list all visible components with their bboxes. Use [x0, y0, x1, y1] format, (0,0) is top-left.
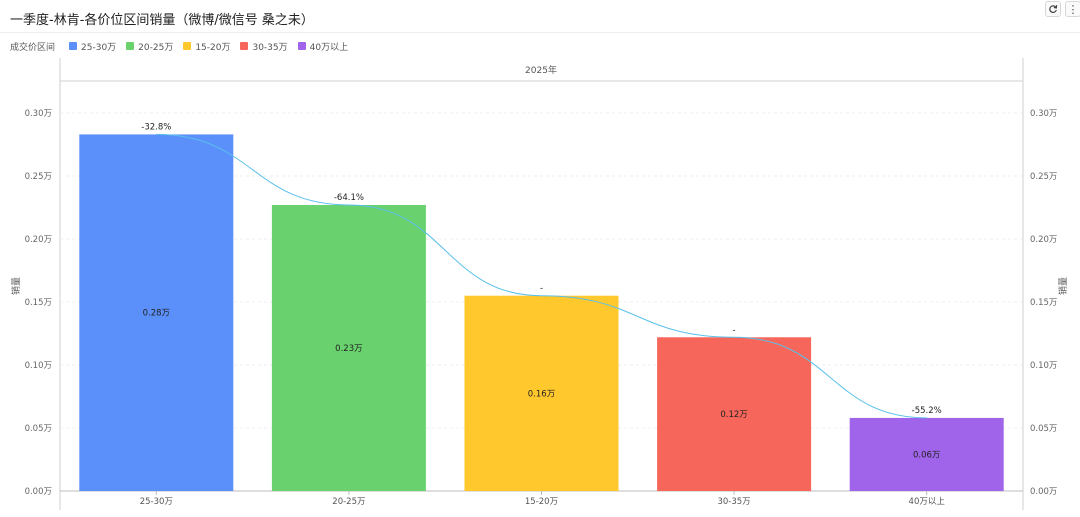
y-tick-label-left: 0.20万	[25, 235, 52, 245]
y-tick-label-right: 0.20万	[1030, 235, 1057, 245]
legend-item-15-20[interactable]: 15-20万	[183, 40, 230, 53]
x-axis: 25-30万 20-25万 15-20万 30-35万 40万以上	[140, 491, 946, 507]
legend-label: 25-30万	[81, 42, 117, 53]
legend-swatch	[69, 42, 78, 50]
legend-swatch	[183, 42, 192, 50]
y-tick-label-right: 0.05万	[1030, 424, 1057, 434]
bar	[271, 204, 426, 492]
bar-value-label: 0.06万	[913, 450, 940, 460]
y-tick-label-left: 0.00万	[25, 487, 52, 497]
x-tick-label: 30-35万	[717, 497, 750, 507]
legend-title: 成交价区间	[10, 42, 56, 53]
header-divider	[0, 32, 1080, 33]
legend-swatch	[126, 42, 135, 50]
y-tick-label-right: 0.25万	[1030, 172, 1057, 182]
legend-label: 15-20万	[195, 42, 231, 53]
y-tick-label-left: 0.25万	[25, 172, 52, 182]
bar-value-label: 0.23万	[335, 344, 362, 354]
bar-value-label: 0.12万	[720, 410, 747, 420]
legend: 成交价区间 25-30万 20-25万 15-20万 30-35万 40万以上	[10, 40, 358, 53]
y-tick-label-left: 0.30万	[25, 109, 52, 119]
y-axis-label-right: 销量	[1057, 277, 1069, 295]
more-vertical-icon: ⋮	[1067, 2, 1079, 16]
data-labels: 0.28万 -32.8% 0.23万 -64.1% 0.16万 - 0.12万 - 0.06万 -…	[141, 122, 941, 460]
change-label: -	[733, 325, 736, 335]
change-label: -	[540, 284, 543, 294]
y-tick-label-right: 0.15万	[1030, 298, 1057, 308]
more-options-button[interactable]: ⋮	[1065, 1, 1080, 17]
refresh-icon	[1049, 5, 1058, 13]
change-label: -64.1%	[334, 193, 364, 203]
change-label: -32.8%	[141, 122, 171, 132]
y-tick-label-left: 0.10万	[25, 361, 52, 371]
y-tick-label-right: 0.00万	[1030, 487, 1057, 497]
bar	[849, 417, 1004, 491]
x-tick-label: 40万以上	[909, 497, 946, 507]
change-label: -55.2%	[912, 406, 942, 416]
y-axis-label-left: 销量	[10, 277, 22, 295]
legend-item-20-25[interactable]: 20-25万	[126, 40, 173, 53]
legend-swatch	[240, 42, 249, 50]
refresh-button[interactable]	[1045, 1, 1061, 17]
y-tick-label-left: 0.05万	[25, 424, 52, 434]
y-tick-label-left: 0.15万	[25, 298, 52, 308]
bar-value-label: 0.16万	[528, 389, 555, 399]
bar	[464, 295, 619, 491]
legend-item-25-30[interactable]: 25-30万	[69, 40, 116, 53]
legend-swatch	[297, 42, 306, 50]
legend-item-40-plus[interactable]: 40万以上	[297, 40, 349, 53]
legend-item-30-35[interactable]: 30-35万	[240, 40, 288, 53]
x-tick-label: 25-30万	[140, 497, 173, 507]
bar	[657, 337, 812, 491]
bar-value-label: 0.28万	[143, 309, 170, 319]
y-axis-left: 0.00万 0.05万 0.10万 0.15万 0.20万 0.25万 0.30万	[25, 109, 52, 497]
legend-label: 20-25万	[138, 42, 174, 53]
chart-title: 一季度-林肯-各价位区间销量（微博/微信号 桑之未）	[10, 13, 314, 28]
y-tick-label-right: 0.30万	[1030, 109, 1057, 119]
x-tick-label: 20-25万	[332, 497, 365, 507]
facet-label: 2025年	[525, 64, 557, 76]
trend-line	[156, 133, 927, 419]
legend-label: 30-35万	[252, 42, 288, 53]
x-tick-label: 15-20万	[525, 497, 558, 507]
y-tick-label-right: 0.10万	[1030, 361, 1057, 371]
legend-label: 40万以上	[309, 42, 349, 53]
bars	[79, 134, 1004, 492]
y-axis-right: 0.00万 0.05万 0.10万 0.15万 0.20万 0.25万 0.30万	[1030, 109, 1057, 497]
bar	[79, 134, 234, 492]
trend-line-path	[156, 133, 927, 419]
